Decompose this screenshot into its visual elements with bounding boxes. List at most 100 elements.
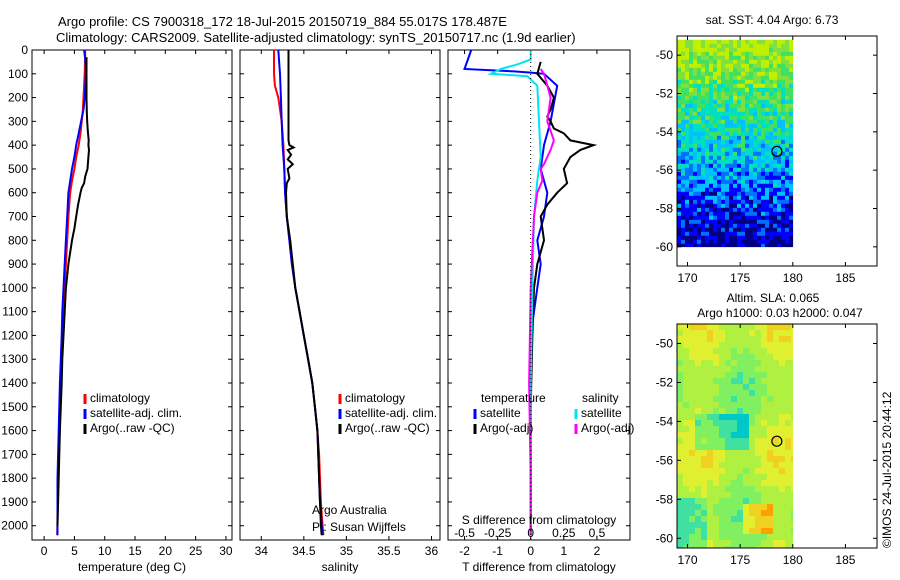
sst_map-cell [697,195,702,201]
sst_map-cell [693,171,698,177]
sla_map-cell [755,360,762,367]
sst_map-cell [697,67,702,73]
sla_map-cell [761,360,768,367]
sst_map-cell [689,195,694,201]
sst_map-cell [741,91,746,97]
sst_map-cell [693,223,698,229]
sst_map-cell [777,139,782,145]
sst_map-cell [781,95,786,101]
sst_map-cell [761,123,766,129]
sla_map-cell [737,474,744,481]
sla_map-cell [701,492,708,499]
sla_map-cell [767,336,774,343]
sst_map-cell [693,167,698,173]
sst_map-cell [777,91,782,97]
sla_map-cell [677,510,684,517]
sst_map-cell [725,243,730,248]
sst_map-cell [721,99,726,105]
sst_map-cell [697,75,702,81]
sla_map-cell [725,420,732,427]
sst_map-cell [713,203,718,209]
sst_map-cell [725,223,730,229]
sst_map-cell [701,99,706,105]
sst_map-cell [769,163,774,169]
sst_map-cell [773,55,778,61]
sla_map-cell [725,546,732,549]
sla_map-cell [725,348,732,355]
sst_map-cell [685,143,690,149]
sst_map-cell [685,71,690,77]
sla_map-cell [737,414,744,421]
sla_map-cell [791,372,794,379]
sla_map-cell [689,450,696,457]
sst_map-cell [757,167,762,173]
sla_map-cell [743,462,750,469]
sst_map-cell [765,107,770,113]
sla_map-cell [701,486,708,493]
sst_map-cell [777,39,782,45]
sst_map-cell [785,227,790,233]
sst_map-cell [737,243,742,248]
sst_map-cell [765,95,770,101]
sla_map-cell [683,420,690,427]
sla_map-cell [707,348,714,355]
sst_map-cell [741,127,746,133]
sla_map-cell [761,462,768,469]
sla_map-cell [791,450,794,457]
sla_map-cell [737,504,744,511]
sla_map-cell [719,324,726,331]
sla_map-cell [677,456,684,463]
sla_map-cell [773,528,780,535]
sst_map-cell [681,147,686,153]
sst_map-cell [721,175,726,181]
sst_map-cell [697,39,702,45]
sla_map-cell [761,504,768,511]
sst_map-cell [789,147,794,153]
sst_map-cell [705,151,710,157]
sla_map-cell [761,498,768,505]
sla_map-cell [731,324,738,331]
sst_map-cell [769,59,774,65]
sla_map-cell [755,516,762,523]
sla_map-cell [689,510,696,517]
sst_map-cell [737,115,742,121]
sst_map-cell [785,139,790,145]
sla_map-cell [677,546,684,549]
sst_map-cell [733,203,738,209]
sst_map-cell [777,95,782,101]
sst_map-cell [701,59,706,65]
sst_map-cell [785,167,790,173]
sla_map-cell [767,468,774,475]
sst_map-cell [737,71,742,77]
sst_map-cell [705,51,710,57]
sst_map-cell [721,195,726,201]
sla_map-cell [731,504,738,511]
sla_map-cell [755,348,762,355]
sla_map-cell [761,474,768,481]
sst_map-cell [769,191,774,197]
sla_map-cell [779,516,786,523]
sla_map-cell [683,444,690,451]
sst_map-cell [749,51,754,57]
sla_map-cell [791,534,794,541]
sla_map-cell [689,432,696,439]
sst_map-cell [709,183,714,189]
sla_map-cell [743,372,750,379]
sst_map-cell [697,139,702,145]
sst_map-cell [717,195,722,201]
sla_map-cell [695,354,702,361]
sst_map-cell [777,211,782,217]
sst_map-cell [785,71,790,77]
sst_map-cell [677,195,682,201]
sst_map-cell [705,83,710,89]
sla_map-cell [755,324,762,331]
sst_map-cell [765,111,770,117]
sla_map-cell [713,420,720,427]
sla_map-cell [719,498,726,505]
sla_map-cell [737,522,744,529]
sla_map-cell [767,342,774,349]
sst_map-cell [725,119,730,125]
sla_map-cell [725,390,732,397]
sst_map-cell [761,155,766,161]
sst_map-cell [725,139,730,145]
